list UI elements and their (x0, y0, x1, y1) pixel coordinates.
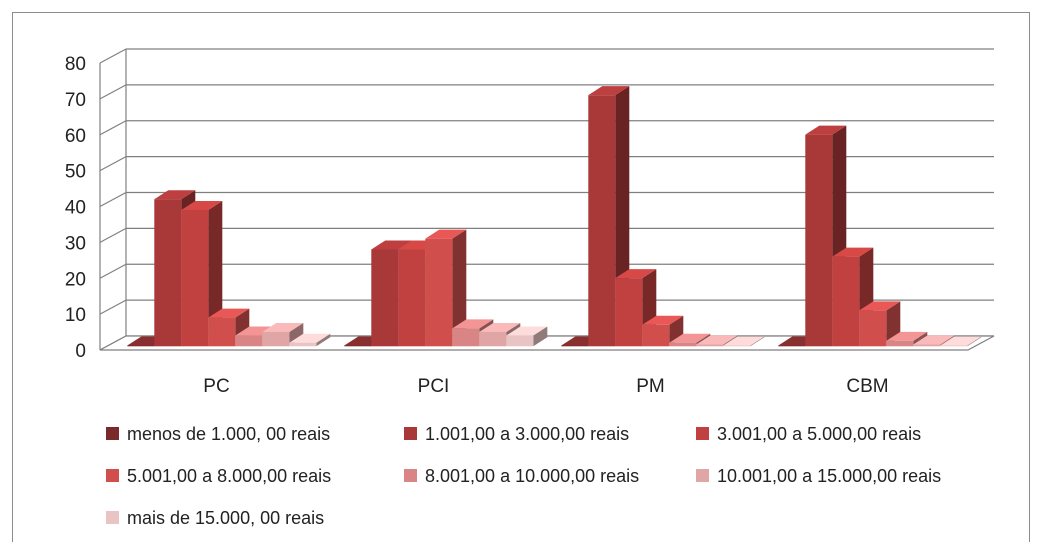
bar-top-pc-s7 (289, 333, 331, 343)
bar-top-pm-s3 (615, 269, 657, 279)
legend-swatch-6 (696, 469, 709, 482)
bar-pc-s2 (154, 199, 182, 347)
bar-cbm-s5 (886, 340, 914, 347)
bar-side-pm-s7 (750, 336, 765, 347)
bar-pm-s5 (669, 342, 697, 347)
bar-top-pci-s5 (452, 319, 494, 329)
bar-cbm-s4 (859, 310, 887, 347)
bar-top-pm-s5 (669, 333, 711, 343)
bar-top-cbm-s4 (859, 301, 901, 311)
bar-side-pc-s3 (208, 200, 223, 347)
bar-top-pci-s2 (371, 240, 413, 250)
legend-label-2: 1.001,00 a 3.000,00 reais (425, 424, 629, 444)
bar-top-pm-s7 (723, 336, 765, 346)
bar-pci-s7 (506, 335, 534, 347)
bar-top-pm-s2 (588, 86, 630, 96)
bar-pc-s3 (181, 209, 209, 347)
bar-pm-s4 (642, 324, 670, 347)
bar-top-pci-s7 (506, 326, 548, 336)
bar-side-cbm-s7 (967, 336, 982, 347)
bar-pc-s1 (127, 345, 155, 347)
legend-label-4: 5.001,00 a 8.000,00 reais (127, 466, 331, 486)
y-tick-label-20: 20 (65, 269, 86, 290)
bar-top-pm-s4 (642, 315, 684, 325)
bar-pc-s7 (289, 342, 317, 347)
bar-top-cbm-s3 (832, 247, 874, 257)
y-tick-label-60: 60 (65, 126, 86, 147)
bar-pm-s3 (615, 278, 643, 347)
legend-swatch-1 (106, 427, 119, 440)
bar-top-pc-s3 (181, 200, 223, 210)
bar-side-pc-s7 (316, 333, 331, 347)
bar-top-pci-s4 (425, 229, 467, 239)
y-tick-label-50: 50 (65, 162, 86, 183)
bar-top-pc-s5 (235, 326, 277, 336)
bar-cbm-s6 (913, 344, 941, 347)
legend-label-1: menos de 1.000, 00 reais (127, 424, 330, 444)
y-tick-label-40: 40 (65, 198, 86, 219)
bar-top-cbm-s5 (886, 331, 928, 341)
legend-swatch-5 (404, 469, 417, 482)
gridline-side-20 (99, 263, 127, 279)
legend-label-3: 3.001,00 a 5.000,00 reais (717, 424, 921, 444)
bar-top-cbm-s7 (940, 336, 982, 346)
bar-cbm-s3 (832, 256, 860, 347)
y-tick-label-10: 10 (65, 305, 86, 326)
bar-pci-s6 (479, 331, 507, 347)
bar-top-pci-s6 (479, 322, 521, 332)
gridline-side-70 (99, 84, 127, 100)
bar-pci-s5 (452, 328, 480, 347)
bar-pci-s1 (344, 345, 372, 347)
y-tick-label-70: 70 (65, 90, 86, 111)
legend-swatch-2 (404, 427, 417, 440)
bar-pci-s4 (425, 238, 453, 347)
legend-label-5: 8.001,00 a 10.000,00 reais (425, 466, 639, 486)
gridline-side-40 (99, 191, 127, 208)
bar-top-pc-s6 (262, 322, 304, 332)
x-category-label-pc: PC (203, 376, 229, 397)
bar-pci-s3 (398, 249, 426, 347)
bar-cbm-s2 (805, 134, 833, 347)
legend-swatch-3 (696, 427, 709, 440)
bar-cbm-s7 (940, 345, 968, 347)
bar-pc-s4 (208, 317, 236, 347)
bar-pm-s6 (696, 344, 724, 347)
x-category-label-pci: PCI (418, 376, 450, 397)
legend-swatch-4 (106, 469, 119, 482)
bar-top-pc-s2 (154, 190, 196, 200)
x-category-label-pm: PM (636, 376, 665, 397)
x-category-label-cbm: CBM (846, 376, 888, 397)
bar-pm-s2 (588, 95, 616, 347)
bar-side-pci-s4 (452, 229, 467, 347)
gridline-side-60 (99, 120, 127, 136)
y-tick-label-80: 80 (65, 54, 86, 75)
gridline-side-50 (99, 156, 127, 172)
bar-top-cbm-s6 (913, 335, 955, 345)
bar-pc-s6 (262, 331, 290, 347)
legend-swatch-7 (106, 511, 119, 524)
gridline-side-30 (99, 227, 127, 243)
bar-side-pci-s7 (533, 326, 548, 347)
bar-pci-s2 (371, 249, 399, 347)
y-tick-label-30: 30 (65, 233, 86, 254)
legend-label-6: 10.001,00 a 15.000,00 reais (717, 466, 941, 486)
bar-pc-s5 (235, 335, 263, 347)
legend-label-7: mais de 15.000, 00 reais (127, 508, 324, 528)
bar-top-pc-s4 (208, 308, 250, 318)
y-tick-label-0: 0 (75, 341, 86, 362)
bar-pm-s1 (561, 345, 589, 347)
bar-top-cbm-s2 (805, 125, 847, 135)
gridline-side-80 (99, 48, 127, 64)
bar-cbm-s1 (778, 345, 806, 347)
bar-pm-s7 (723, 345, 751, 347)
bar-top-pm-s6 (696, 335, 738, 345)
gridline-side-10 (99, 299, 127, 315)
